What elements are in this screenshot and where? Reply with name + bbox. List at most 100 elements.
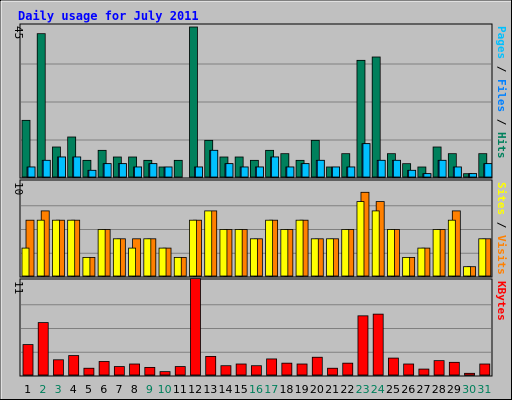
day-label-16: 16 — [249, 383, 263, 396]
bar-sites-day-17 — [265, 219, 274, 277]
bar-sites-day-1 — [21, 247, 30, 277]
legend-text-visits-sites: Sites / Visits — [495, 182, 508, 275]
max-label-visits-sites: 10 — [12, 182, 25, 195]
day-label-17: 17 — [264, 383, 278, 396]
day-label-12: 12 — [188, 383, 202, 396]
bar-hits-day-20 — [310, 139, 320, 178]
bar-sites-day-6 — [97, 229, 106, 277]
bar-kbytes-day-27 — [418, 368, 430, 376]
bar-sites-day-19 — [295, 219, 304, 277]
legend-sites: Sites — [495, 182, 508, 215]
bar-hits-day-12 — [189, 26, 198, 178]
bar-pages-day-25 — [393, 159, 401, 178]
bar-sites-day-16 — [249, 238, 258, 277]
bar-kbytes-day-13 — [205, 355, 217, 376]
bar-pages-day-17 — [271, 156, 280, 178]
day-label-30: 30 — [462, 383, 476, 396]
bar-sites-day-3 — [52, 219, 60, 277]
bar-kbytes-day-22 — [342, 362, 354, 376]
bar-pages-day-16 — [255, 166, 264, 178]
bar-sites-day-31 — [478, 238, 487, 277]
bar-hits-day-24 — [371, 56, 381, 178]
day-label-8: 8 — [131, 383, 138, 396]
bar-sites-day-18 — [280, 229, 289, 277]
bar-kbytes-day-15 — [235, 363, 247, 376]
bar-sites-day-11 — [173, 256, 182, 277]
bar-kbytes-day-10 — [159, 371, 171, 376]
bar-sites-day-14 — [219, 229, 228, 277]
bar-pages-day-29 — [453, 166, 462, 178]
bar-hits-day-27 — [417, 166, 427, 178]
bar-kbytes-day-28 — [433, 360, 445, 376]
bar-sites-day-7 — [112, 238, 121, 277]
bar-kbytes-day-26 — [403, 363, 415, 376]
legend-visits-sites: Sites / Visits — [495, 182, 508, 275]
bar-sites-day-8 — [128, 247, 136, 277]
bar-sites-day-21 — [326, 238, 334, 277]
day-label-2: 2 — [39, 383, 46, 396]
bar-sites-day-13 — [204, 210, 213, 277]
plot-area-kbytes — [19, 278, 493, 377]
bar-pages-day-14 — [225, 163, 234, 178]
bar-pages-day-23 — [362, 143, 371, 178]
bar-hits-day-29 — [447, 153, 457, 178]
bar-hits-day-22 — [341, 153, 351, 178]
bar-kbytes-day-19 — [296, 363, 308, 376]
legend-separator: / — [495, 215, 508, 235]
bar-sites-day-20 — [310, 238, 319, 277]
bar-pages-day-3 — [58, 156, 66, 178]
bar-pages-day-30 — [469, 173, 477, 178]
legend-separator: / — [495, 112, 508, 132]
day-label-26: 26 — [401, 383, 415, 396]
bar-pages-day-18 — [286, 166, 295, 178]
day-label-15: 15 — [234, 383, 248, 396]
bar-hits-day-2 — [36, 33, 46, 178]
bar-kbytes-day-14 — [220, 365, 232, 376]
legend-hits-files: Pages / Files / Hits — [495, 26, 508, 159]
bar-sites-day-29 — [447, 219, 456, 277]
bar-sites-day-10 — [158, 247, 167, 277]
bar-kbytes-day-6 — [98, 361, 110, 376]
day-label-1: 1 — [24, 383, 31, 396]
chart-panels: 45 Pages / Files / Hits 10 Sites / Visits 11… — [12, 23, 508, 377]
bar-kbytes-day-25 — [388, 357, 399, 376]
bar-pages-day-27 — [423, 173, 432, 178]
bar-kbytes-day-3 — [53, 359, 64, 376]
bar-hits-day-18 — [280, 153, 290, 178]
bar-kbytes-day-30 — [464, 372, 475, 376]
bar-pages-day-28 — [438, 159, 447, 178]
panel-kbytes: 11 KBytes — [12, 278, 508, 377]
bar-pages-day-5 — [88, 169, 97, 178]
bar-hits-day-1 — [21, 119, 31, 178]
bar-pages-day-1 — [27, 166, 36, 178]
legend-kbytes: KBytes — [495, 281, 508, 321]
bar-sites-day-25 — [387, 229, 395, 277]
bar-sites-day-12 — [189, 219, 197, 277]
bar-sites-day-27 — [417, 247, 426, 277]
day-label-3: 3 — [55, 383, 62, 396]
bar-sites-day-22 — [341, 229, 350, 277]
bar-sites-day-4 — [67, 219, 76, 277]
bar-sites-day-30 — [463, 266, 471, 277]
bar-pages-day-8 — [134, 166, 142, 178]
day-label-19: 19 — [295, 383, 309, 396]
bar-pages-day-13 — [210, 149, 219, 178]
day-label-11: 11 — [173, 383, 187, 396]
bar-pages-day-19 — [301, 163, 310, 178]
bar-sites-day-15 — [234, 229, 243, 277]
day-label-29: 29 — [447, 383, 461, 396]
bar-kbytes-day-8 — [129, 363, 140, 376]
legend-kbytes: KBytes — [495, 281, 508, 321]
legend-visits: Visits — [495, 235, 508, 275]
bar-pages-day-20 — [316, 159, 325, 178]
day-axis-labels: 1 2 3 4 5 6 7 8 9 10 11 12 13 14 15 16 17 18 19 20 21 22 23 24 2… — [24, 383, 491, 396]
bar-kbytes-day-7 — [113, 366, 125, 376]
legend-text-kbytes: KBytes — [495, 281, 508, 321]
bar-pages-day-4 — [73, 156, 82, 178]
bar-hits-day-23 — [356, 59, 366, 178]
day-label-9: 9 — [146, 383, 153, 396]
day-label-4: 4 — [70, 383, 77, 396]
day-label-28: 28 — [432, 383, 446, 396]
day-label-22: 22 — [340, 383, 354, 396]
